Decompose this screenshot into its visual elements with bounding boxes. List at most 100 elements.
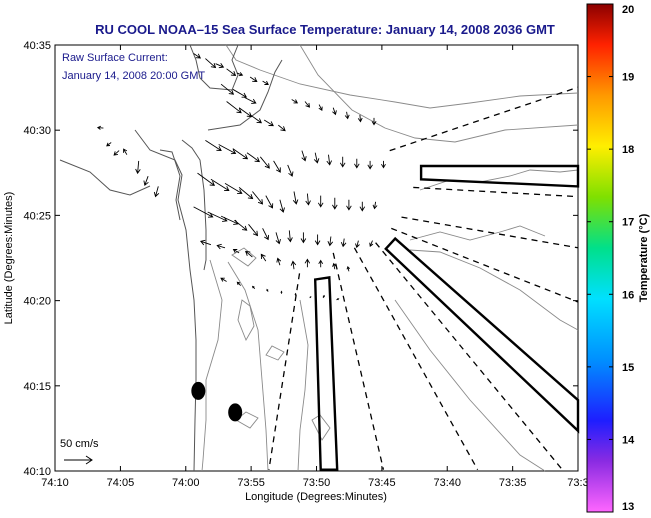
current-vector [300, 232, 307, 244]
current-vector [210, 178, 230, 191]
x-tick-label: 73:45 [368, 477, 396, 489]
current-vector [332, 197, 338, 210]
colorbar-tick-label: 20 [622, 4, 634, 16]
current-vector [232, 88, 248, 98]
current-vector [215, 63, 225, 69]
buoys [191, 381, 243, 422]
dashed-line [353, 247, 479, 470]
current-vector [372, 201, 378, 210]
contour-line [409, 225, 546, 241]
x-tick-label: 73:35 [499, 477, 527, 489]
coast-bay [59, 159, 151, 196]
current-vector [236, 72, 244, 77]
current-vector [318, 104, 323, 111]
current-vector [313, 152, 320, 164]
dashed-line [375, 242, 563, 471]
current-vector [292, 191, 299, 205]
current-vector [248, 224, 259, 237]
current-vector [309, 296, 312, 299]
current-vector [301, 150, 307, 162]
current-vector [317, 195, 324, 208]
y-tick-label: 40:15 [23, 381, 51, 393]
y-axis: 40:10 40:15 40:20 40:25 40:30 40:35 [23, 40, 578, 478]
current-vector [304, 101, 311, 108]
current-vector [327, 236, 334, 247]
dashed-line [413, 186, 579, 198]
contour-line [265, 345, 285, 361]
lease-areas [313, 164, 580, 471]
current-vector [236, 281, 242, 286]
current-vector [232, 249, 240, 254]
current-vector [322, 294, 325, 299]
x-tick-label: 73:50 [303, 477, 331, 489]
current-vector [287, 230, 293, 243]
contour-line [235, 411, 259, 429]
y-tick-label: 40:10 [23, 466, 51, 478]
current-vector [305, 193, 311, 206]
y-tick-label: 40:30 [23, 125, 51, 137]
current-vector [246, 152, 261, 163]
x-tick-label: 74:00 [172, 477, 200, 489]
y-tick-label: 40:20 [23, 296, 51, 308]
current-vector [220, 83, 235, 95]
current-vector [344, 111, 350, 120]
current-vector [216, 243, 226, 250]
current-vector [340, 238, 347, 248]
dashed-line [332, 252, 385, 470]
colorbar-tick-label: 18 [622, 144, 634, 156]
x-tick-label: 73:3 [567, 477, 588, 489]
current-vector [249, 76, 258, 82]
current-vector [278, 124, 286, 132]
contour-line [225, 44, 579, 109]
current-vector [275, 232, 281, 245]
current-vector [205, 140, 222, 151]
current-vector [359, 201, 366, 212]
contour-line [237, 299, 255, 342]
current-vector [279, 199, 285, 213]
current-vector [371, 117, 377, 126]
current-vector [226, 101, 242, 114]
current-vector [106, 142, 112, 147]
current-vector [357, 114, 363, 123]
x-tick-label: 73:40 [433, 477, 461, 489]
current-vector [238, 107, 253, 118]
current-vector [96, 125, 104, 130]
colorbar-tick-label: 17 [622, 217, 634, 229]
current-vector [355, 240, 360, 249]
current-vector [314, 234, 321, 246]
y-tick-label: 40:35 [23, 40, 51, 52]
y-tick-label: 40:25 [23, 210, 51, 222]
x-axis: 74:10 74:05 74:00 73:55 73:50 73:45 73:40 73:35… [41, 45, 589, 489]
current-vector [304, 258, 311, 268]
current-vector [273, 160, 281, 173]
current-vector [232, 148, 249, 160]
x-tick-label: 74:05 [107, 477, 135, 489]
current-vector [249, 114, 263, 124]
colorbar-ticks: 13 14 15 16 17 18 19 20 [587, 3, 635, 513]
chart-title: RU COOL NOAA–15 Sea Surface Temperature:… [95, 22, 555, 37]
current-vector [234, 219, 248, 231]
current-vector [332, 107, 337, 116]
current-vector [266, 288, 269, 292]
contour-line [394, 299, 546, 472]
current-vector [113, 150, 120, 156]
colorbar-tick-label: 19 [622, 72, 634, 84]
current-vector [262, 228, 270, 241]
current-vector [276, 257, 282, 266]
lease-area [313, 276, 339, 471]
current-vector [326, 154, 333, 166]
scale-label: 50 cm/s [60, 438, 99, 450]
coast-northern-shore [207, 59, 283, 131]
x-tick-label: 73:55 [237, 477, 265, 489]
current-vector [259, 156, 270, 169]
x-axis-label: Longitude (Degrees:Minutes) [245, 491, 387, 503]
current-vector [346, 265, 351, 272]
current-vector [218, 144, 237, 155]
current-vector [193, 206, 214, 218]
contour-line [409, 249, 579, 331]
coast-inner-shore [159, 149, 181, 221]
current-vector [381, 160, 386, 169]
contour-line [297, 299, 309, 472]
current-vector [238, 187, 254, 200]
